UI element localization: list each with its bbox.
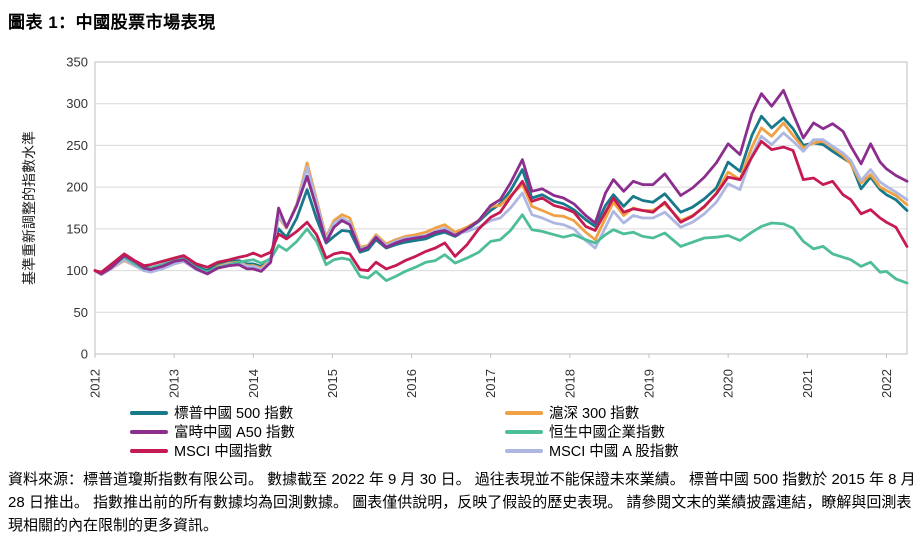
x-tick-label: 2019 — [641, 369, 656, 398]
chart-title: 圖表 1：中國股票市場表現 — [8, 13, 216, 32]
x-tick-label: 2013 — [167, 369, 182, 398]
y-tick-label: 100 — [66, 263, 88, 278]
x-tick-label: 2018 — [562, 369, 577, 398]
legend-label: 恒生中國企業指數 — [549, 425, 665, 441]
x-tick-label: 2014 — [246, 369, 261, 398]
legend-swatch-icon — [505, 448, 543, 453]
series-line-MSCI 中國指數 — [93, 139, 909, 274]
x-tick-label: 2012 — [88, 369, 103, 398]
legend-swatch-icon — [130, 448, 168, 453]
legend-item: 恒生中國企業指數 — [505, 422, 679, 441]
legend-column-left: 標普中國 500 指數 富時中國 A50 指數 MSCI 中國指數 — [130, 403, 295, 460]
y-tick-label: 250 — [66, 138, 88, 153]
legend-swatch-icon — [505, 410, 543, 415]
source-disclaimer-text: 資料來源：標普道瓊斯指數有限公司。 數據截至 2022 年 9 月 30 日。 … — [8, 471, 916, 534]
y-tick-label: 300 — [66, 96, 88, 111]
x-tick-label: 2015 — [325, 369, 340, 398]
legend-item: MSCI 中國 A 股指數 — [505, 441, 679, 460]
y-tick-label: 50 — [74, 305, 88, 320]
legend-item: MSCI 中國指數 — [130, 441, 295, 460]
legend-swatch-icon — [505, 429, 543, 434]
legend-label: 滬深 300 指數 — [549, 406, 640, 422]
series-lines — [93, 89, 909, 285]
gridlines — [95, 61, 907, 355]
y-tick-label: 350 — [66, 55, 88, 70]
legend-label: 富時中國 A50 指數 — [174, 425, 295, 441]
x-axis-tick-labels: 2012 2013 2014 2015 2016 2017 2018 2019 2020 2021… — [88, 354, 894, 398]
y-tick-label: 200 — [66, 180, 88, 195]
legend-item: 富時中國 A50 指數 — [130, 422, 295, 441]
legend-column-right: 滬深 300 指數恒生中國企業指數 MSCI 中國 A 股指數 — [505, 403, 679, 460]
plot-border — [94, 61, 908, 355]
legend-swatch-icon — [130, 429, 168, 434]
y-axis-title: 基準重新調整的指數水準 — [21, 131, 37, 285]
x-tick-label: 2021 — [800, 369, 815, 398]
legend-label: 標普中國 500 指數 — [174, 406, 294, 422]
y-tick-label: 0 — [81, 347, 88, 362]
legend-item: 滬深 300 指數 — [505, 403, 679, 422]
series-line-恒生中國企業指數 — [93, 213, 909, 285]
legend-swatch-icon — [130, 410, 168, 415]
y-axis-tick-labels: 0 50 100 150 200 250 300 350 — [66, 55, 88, 362]
x-tick-label: 2020 — [721, 369, 736, 398]
x-tick-label: 2016 — [404, 369, 419, 398]
series-line-標普中國 500 指數 — [93, 114, 909, 275]
x-tick-label: 2017 — [483, 369, 498, 398]
legend-label: MSCI 中國指數 — [174, 444, 273, 460]
y-tick-label: 150 — [66, 221, 88, 236]
legend-label: MSCI 中國 A 股指數 — [549, 444, 679, 460]
series-line-富時中國 A50 指數 — [93, 89, 909, 276]
legend-item: 標普中國 500 指數 — [130, 403, 295, 422]
x-tick-label: 2022 — [879, 369, 894, 398]
